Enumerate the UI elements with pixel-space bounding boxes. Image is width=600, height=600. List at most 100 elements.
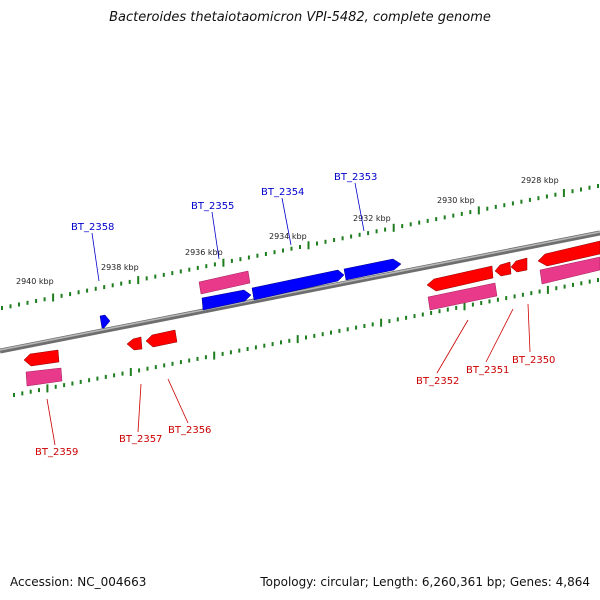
scale-ticks-lower xyxy=(13,278,599,397)
minor-tick xyxy=(580,187,582,192)
minor-tick xyxy=(358,232,361,237)
minor-tick xyxy=(580,281,583,286)
gene-arrow-BT_2354[interactable] xyxy=(251,269,345,301)
minor-tick xyxy=(9,304,12,309)
minor-tick xyxy=(528,197,531,202)
minor-tick xyxy=(60,293,63,298)
major-tick xyxy=(213,351,216,360)
gene-arrow-BT_2351[interactable] xyxy=(494,261,512,277)
gene-arrow-BT_2355[interactable] xyxy=(201,289,252,311)
gene-label-BT_2357[interactable]: BT_2357 xyxy=(119,434,162,445)
leader-BT_2353 xyxy=(354,182,365,232)
gene-arrow-BT_2359[interactable] xyxy=(23,349,60,367)
genome-backbone xyxy=(0,230,600,354)
major-tick xyxy=(307,241,310,250)
minor-tick xyxy=(163,363,166,368)
gene-label-BT_2353[interactable]: BT_2353 xyxy=(334,172,377,183)
minor-tick xyxy=(421,312,424,317)
minor-tick xyxy=(505,296,508,301)
minor-tick xyxy=(324,239,327,244)
minor-tick xyxy=(571,189,574,194)
minor-tick xyxy=(229,350,232,355)
minor-tick xyxy=(494,204,497,209)
minor-tick xyxy=(179,269,182,274)
gene-label-BT_2359[interactable]: BT_2359 xyxy=(35,447,78,458)
minor-tick xyxy=(221,351,224,356)
minor-tick xyxy=(530,291,533,296)
minor-tick xyxy=(154,365,157,370)
minor-tick xyxy=(513,294,516,299)
genome-backbone-highlight xyxy=(0,231,600,351)
major-tick xyxy=(46,384,49,393)
minor-tick xyxy=(430,310,433,315)
scale-label: 2938 kbp xyxy=(101,263,139,272)
minor-tick xyxy=(520,199,523,204)
minor-tick xyxy=(363,324,366,328)
major-tick xyxy=(222,258,225,267)
label-leaders xyxy=(46,182,531,446)
gene-arrow-BT_2358[interactable] xyxy=(99,314,111,329)
gene-arrow-BT_2350[interactable] xyxy=(537,240,600,267)
minor-tick xyxy=(443,215,446,220)
gene-arrow-BT_2352[interactable] xyxy=(426,265,494,292)
minor-tick xyxy=(35,299,38,303)
minor-tick xyxy=(111,283,114,288)
minor-tick xyxy=(113,373,116,378)
accession-text: Accession: NC_004663 xyxy=(10,575,147,589)
minor-tick xyxy=(256,253,259,258)
minor-tick xyxy=(38,388,40,393)
minor-tick xyxy=(446,307,449,312)
leader-BT_2352 xyxy=(436,319,469,374)
minor-tick xyxy=(597,184,599,188)
minor-tick xyxy=(401,224,404,229)
minor-tick xyxy=(375,229,378,234)
minor-tick xyxy=(204,355,207,360)
minor-tick xyxy=(455,305,458,310)
minor-tick xyxy=(188,267,191,272)
minor-tick xyxy=(588,279,591,284)
minor-tick xyxy=(346,327,349,332)
gene-label-BT_2354[interactable]: BT_2354 xyxy=(261,187,304,198)
minor-tick xyxy=(18,302,20,307)
minor-tick xyxy=(121,371,124,376)
minor-tick xyxy=(521,292,524,297)
minor-tick xyxy=(469,210,472,215)
map-title: Bacteroides thetaiotaomicron VPI-5482, c… xyxy=(109,10,491,25)
leader-BT_2358 xyxy=(91,232,100,282)
minor-tick xyxy=(480,301,483,305)
minor-tick xyxy=(460,211,463,216)
gene-arrow-BT_2351a[interactable] xyxy=(510,257,528,273)
minor-tick xyxy=(555,286,558,291)
minor-tick xyxy=(503,203,506,208)
minor-tick xyxy=(171,361,174,366)
gene-label-BT_2350[interactable]: BT_2350 xyxy=(512,355,555,366)
gene-arrow-BT_2356[interactable] xyxy=(145,329,178,348)
gene-labels: BT_2353 BT_2354 BT_2355 BT_2358 BT_2350 … xyxy=(35,172,555,458)
minor-tick xyxy=(371,322,374,327)
minor-tick xyxy=(488,299,491,304)
leader-BT_2355 xyxy=(211,211,220,260)
minor-tick xyxy=(341,236,344,241)
minor-tick xyxy=(77,290,80,295)
minor-tick xyxy=(86,288,89,293)
minor-tick xyxy=(316,241,318,246)
gene-feature-BT_2359-alt xyxy=(25,367,63,387)
gene-label-BT_2355[interactable]: BT_2355 xyxy=(191,201,234,212)
leader-BT_2351 xyxy=(485,308,514,363)
gene-label-BT_2356[interactable]: BT_2356 xyxy=(168,425,211,436)
gene-arrow-BT_2353[interactable] xyxy=(343,258,402,281)
gene-label-BT_2358[interactable]: BT_2358 xyxy=(71,222,114,233)
minor-tick xyxy=(254,345,257,350)
minor-tick xyxy=(288,338,291,343)
scale-label: 2936 kbp xyxy=(185,248,223,257)
minor-tick xyxy=(413,314,416,319)
gene-label-BT_2352[interactable]: BT_2352 xyxy=(416,376,459,387)
gene-arrow-BT_2357[interactable] xyxy=(126,336,143,351)
leader-BT_2350 xyxy=(527,303,531,353)
minor-tick xyxy=(271,342,274,347)
minor-tick xyxy=(230,258,233,263)
minor-tick xyxy=(333,238,336,242)
gene-label-BT_2351[interactable]: BT_2351 xyxy=(466,365,509,376)
minor-tick xyxy=(405,315,408,320)
